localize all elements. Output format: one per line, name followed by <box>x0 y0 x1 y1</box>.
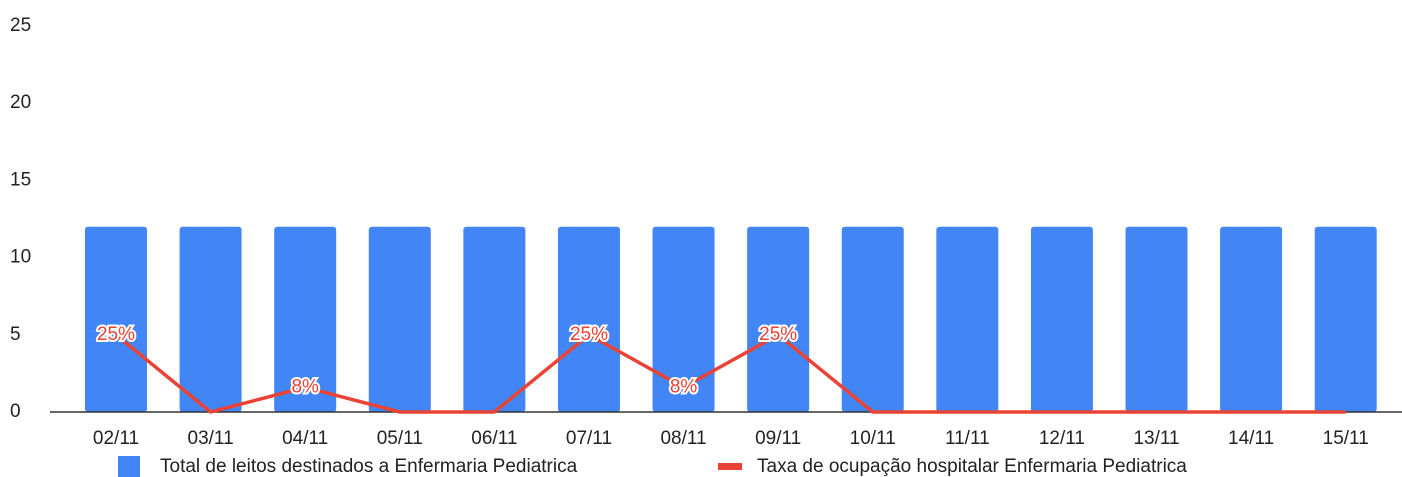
x-tick-label: 14/11 <box>1228 428 1274 449</box>
x-tick-label: 07/11 <box>566 428 612 449</box>
bar <box>274 226 337 412</box>
data-label: 8% <box>291 376 319 397</box>
data-label: 8% <box>670 376 698 397</box>
x-tick-label: 05/11 <box>377 428 423 449</box>
bar <box>936 226 999 412</box>
bar <box>84 226 147 412</box>
bar <box>1125 226 1188 412</box>
legend-swatch <box>118 456 140 477</box>
x-tick-label: 13/11 <box>1133 428 1179 449</box>
x-tick-label: 11/11 <box>945 428 990 449</box>
x-tick-label: 02/11 <box>93 428 139 449</box>
data-label: 25% <box>97 324 135 345</box>
bar <box>1220 226 1283 412</box>
line <box>114 332 1346 414</box>
y-tick-label: 0 <box>10 401 21 422</box>
x-tick-label: 15/11 <box>1323 428 1369 449</box>
data-label: 25% <box>570 324 608 345</box>
bar <box>1030 226 1093 412</box>
bar <box>1314 226 1377 412</box>
x-tick-label: 12/11 <box>1039 428 1085 449</box>
bar <box>463 226 526 412</box>
x-tick-label: 08/11 <box>660 428 706 449</box>
x-tick-label: 10/11 <box>850 428 896 449</box>
y-tick-label: 10 <box>10 247 31 268</box>
bar <box>652 226 715 412</box>
bar <box>179 226 242 412</box>
y-tick-label: 15 <box>10 169 31 190</box>
y-tick-label: 5 <box>10 324 21 345</box>
bar <box>841 226 904 412</box>
legend-swatch <box>718 463 742 470</box>
x-tick-label: 03/11 <box>188 428 234 449</box>
x-tick-label: 06/11 <box>471 428 517 449</box>
y-tick-label: 25 <box>10 15 31 36</box>
bar <box>368 226 431 412</box>
bar <box>557 226 620 412</box>
bar <box>747 226 810 412</box>
legend-label: Taxa de ocupação hospitalar Enfermaria P… <box>757 456 1187 477</box>
legend-label: Total de leitos destinados a Enfermaria … <box>160 456 578 477</box>
y-tick-label: 20 <box>10 92 31 113</box>
x-tick-label: 09/11 <box>755 428 801 449</box>
x-tick-label: 04/11 <box>282 428 328 449</box>
data-label: 25% <box>759 324 797 345</box>
